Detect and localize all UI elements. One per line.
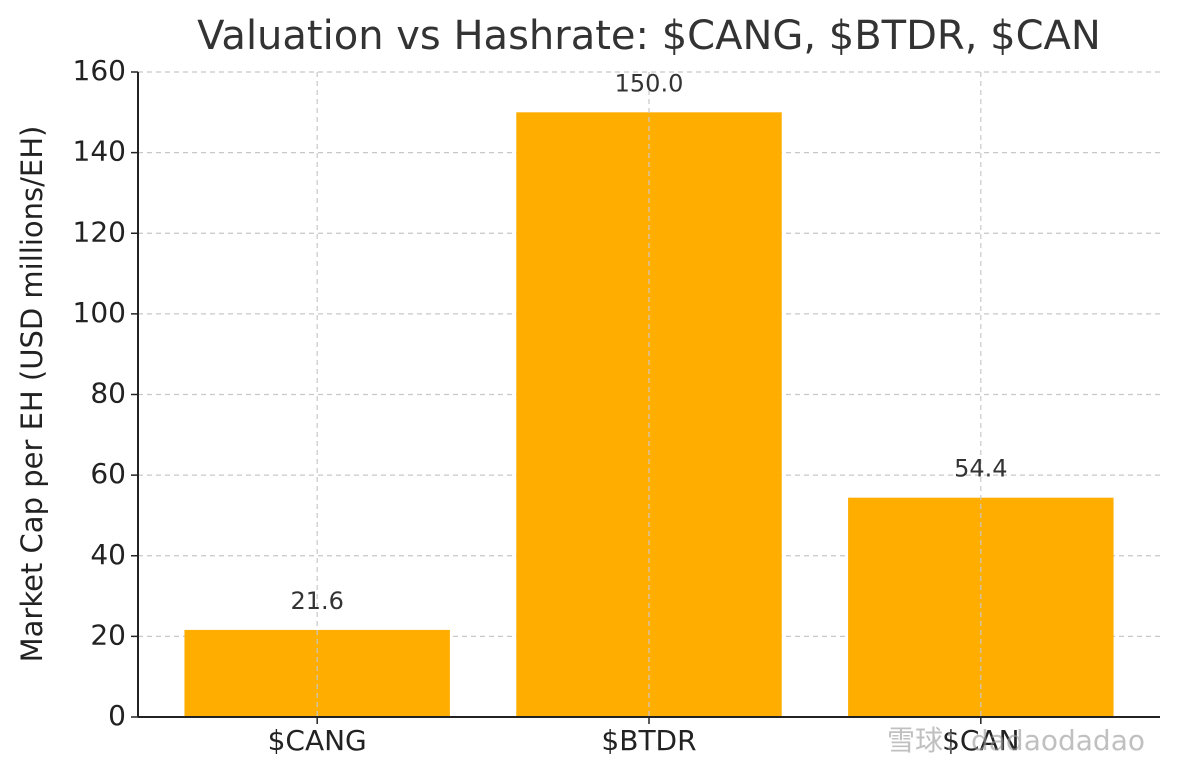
y-tick-label: 140 xyxy=(73,135,126,168)
watermark: 雪球：dadaodadao xyxy=(887,724,1145,757)
y-tick-label: 120 xyxy=(73,215,126,248)
value-label: 150.0 xyxy=(615,69,684,97)
y-tick-label: 100 xyxy=(73,296,126,329)
y-tick-label: 0 xyxy=(108,699,126,732)
y-tick-label: 160 xyxy=(73,54,126,87)
value-label: 54.4 xyxy=(954,455,1007,483)
x-tick-label: $CANG xyxy=(268,724,367,757)
y-tick-label: 60 xyxy=(90,457,126,490)
value-label: 21.6 xyxy=(290,587,343,615)
x-tick-label: $BTDR xyxy=(601,724,696,757)
y-tick-label: 80 xyxy=(90,377,126,410)
y-tick-label: 40 xyxy=(90,538,126,571)
x-tick-label: $CAN xyxy=(942,724,1019,757)
y-tick-label: 20 xyxy=(90,618,126,651)
y-axis-label: Market Cap per EH (USD millions/EH) xyxy=(15,126,49,663)
chart-title: Valuation vs Hashrate: $CANG, $BTDR, $CA… xyxy=(197,13,1101,59)
